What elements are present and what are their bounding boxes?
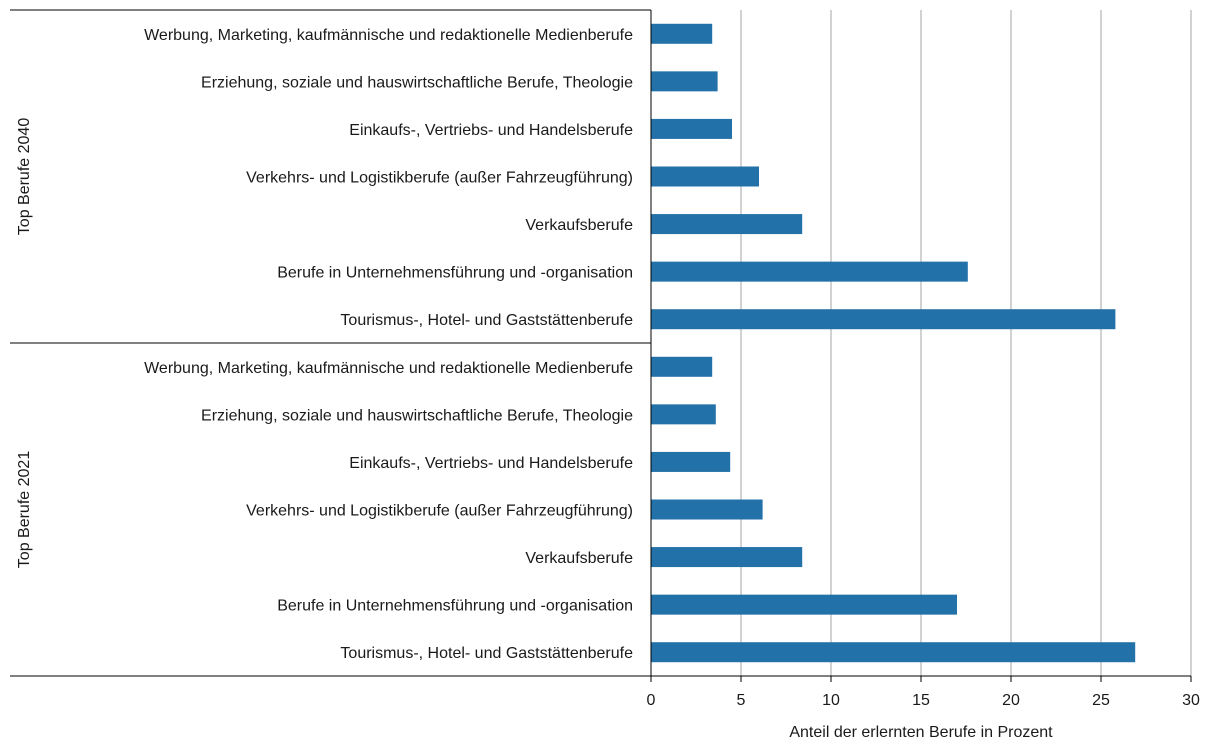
- category-label: Verkehrs- und Logistikberufe (außer Fahr…: [246, 503, 633, 520]
- group-label-1: Top Berufe 2040: [16, 118, 33, 236]
- bar-1-verkehrs-und-logistikberufe-ausser-fahrzeugfuhrung: [651, 166, 759, 187]
- axes: [10, 9, 1192, 682]
- category-label: Einkaufs-, Vertriebs- und Handelsberufe: [349, 455, 633, 472]
- category-label: Verkehrs- und Logistikberufe (außer Fahr…: [246, 170, 633, 187]
- category-label: Berufe in Unternehmensführung und -organ…: [277, 598, 633, 615]
- bar-2-verkehrs-und-logistikberufe-ausser-fahrzeugfuhrung: [651, 499, 763, 520]
- bars: [651, 23, 1136, 663]
- bar-1-erziehung-soziale-und-hauswirtschaftliche-berufe-theologie: [651, 71, 718, 92]
- x-tick-labels: 0 5 10 15 20 25 30: [647, 692, 1200, 709]
- category-label: Tourismus-, Hotel- und Gaststättenberufe: [340, 645, 633, 662]
- bar-2-verkaufsberufe: [651, 547, 803, 568]
- bar-2-tourismus-hotel-und-gaststattenberufe: [651, 642, 1136, 663]
- category-label: Erziehung, soziale und hauswirtschaftlic…: [201, 407, 633, 424]
- category-label: Werbung, Marketing, kaufmännische und re…: [144, 360, 633, 377]
- x-tick-label-10: 10: [822, 692, 840, 709]
- x-tick-label-30: 30: [1182, 692, 1200, 709]
- bar-2-einkaufs-vertriebs-und-handelsberufe: [651, 451, 731, 472]
- bar-1-einkaufs-vertriebs-und-handelsberufe: [651, 118, 732, 139]
- category-label: Tourismus-, Hotel- und Gaststättenberufe: [340, 312, 633, 329]
- category-label: Erziehung, soziale und hauswirtschaftlic…: [201, 74, 633, 91]
- category-label: Verkaufsberufe: [525, 550, 633, 567]
- bar-1-tourismus-hotel-und-gaststattenberufe: [651, 309, 1116, 330]
- gridlines: [740, 10, 1192, 676]
- category-label: Werbung, Marketing, kaufmännische und re…: [144, 27, 633, 44]
- bar-1-berufe-in-unternehmensfuhrung-und-organisation: [651, 261, 968, 282]
- x-tick-label-5: 5: [737, 692, 746, 709]
- x-tick-label-0: 0: [647, 692, 656, 709]
- x-tick-label-25: 25: [1092, 692, 1110, 709]
- bar-2-erziehung-soziale-und-hauswirtschaftliche-berufe-theologie: [651, 404, 716, 425]
- x-tick-label-20: 20: [1002, 692, 1020, 709]
- group-label-2: Top Berufe 2021: [16, 451, 33, 569]
- category-labels: Werbung, Marketing, kaufmännische und re…: [16, 27, 633, 662]
- category-label: Berufe in Unternehmensführung und -organ…: [277, 265, 633, 282]
- category-label: Verkaufsberufe: [525, 217, 633, 234]
- bar-2-werbung-marketing-kaufmannische-und-redaktionelle-medienberufe: [651, 356, 713, 377]
- bar-1-verkaufsberufe: [651, 214, 803, 235]
- x-tick-label-15: 15: [912, 692, 930, 709]
- x-axis-title: Anteil der erlernten Berufe in Prozent: [789, 724, 1053, 740]
- bar-1-werbung-marketing-kaufmannische-und-redaktionelle-medienberufe: [651, 23, 713, 44]
- bar-2-berufe-in-unternehmensfuhrung-und-organisation: [651, 594, 957, 615]
- category-label: Einkaufs-, Vertriebs- und Handelsberufe: [349, 122, 633, 139]
